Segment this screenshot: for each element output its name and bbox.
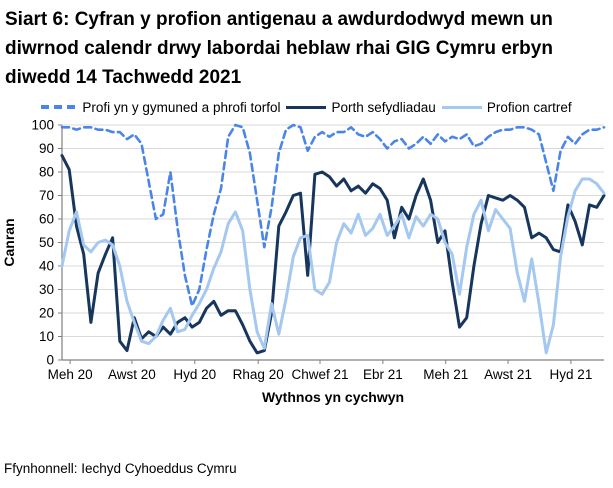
chart-legend: Profi yn y gymuned a phrofi torfol Porth…: [0, 100, 613, 115]
svg-text:Canran: Canran: [1, 218, 17, 266]
porth-sefydliadau-line-swatch: [286, 105, 327, 109]
profion-cartref-line-swatch: [441, 105, 482, 109]
svg-text:70: 70: [39, 188, 54, 203]
svg-text:Awst 21: Awst 21: [484, 367, 532, 382]
svg-text:Hyd 21: Hyd 21: [550, 367, 593, 382]
legend-item-porth-sefydliadau: Porth sefydliadau: [286, 99, 436, 115]
legend-item-profion-cartref: Profion cartref: [441, 99, 572, 115]
legend-item-community-testing: Profi yn y gymuned a phrofi torfol: [41, 100, 280, 115]
legend-label-profion-cartref: Profion cartref: [486, 99, 572, 115]
svg-text:Rhag 20: Rhag 20: [233, 367, 284, 382]
source-note: Ffynhonnell: Iechyd Cyhoeddus Cymru: [4, 461, 237, 476]
svg-text:30: 30: [39, 282, 54, 297]
community-testing-line-swatch: [41, 105, 78, 109]
svg-text:100: 100: [31, 117, 54, 132]
svg-text:Chwef 21: Chwef 21: [291, 367, 348, 382]
svg-text:90: 90: [39, 141, 54, 156]
svg-text:Wythnos yn cychwyn: Wythnos yn cychwyn: [262, 389, 404, 405]
svg-text:Meh 21: Meh 21: [423, 367, 468, 382]
svg-text:Hyd 20: Hyd 20: [173, 367, 216, 382]
svg-text:20: 20: [39, 305, 54, 320]
svg-text:10: 10: [39, 329, 54, 344]
svg-text:0: 0: [46, 352, 54, 367]
legend-label-porth-sefydliadau: Porth sefydliadau: [331, 99, 436, 115]
page-title: Siart 6: Cyfran y profion antigenau a aw…: [5, 9, 553, 88]
svg-text:50: 50: [39, 235, 54, 250]
svg-text:80: 80: [39, 164, 54, 179]
legend-label-community-testing: Profi yn y gymuned a phrofi torfol: [82, 99, 281, 115]
svg-text:Meh 20: Meh 20: [48, 367, 93, 382]
svg-text:60: 60: [39, 211, 54, 226]
line-chart: 0 10 20 30 40 50 60 70 80 90 100 Meh 20 Awst 20 Hyd 2…: [1, 117, 606, 405]
svg-text:40: 40: [39, 258, 54, 273]
svg-text:Ebr 21: Ebr 21: [363, 367, 403, 382]
svg-text:Awst 20: Awst 20: [108, 367, 156, 382]
